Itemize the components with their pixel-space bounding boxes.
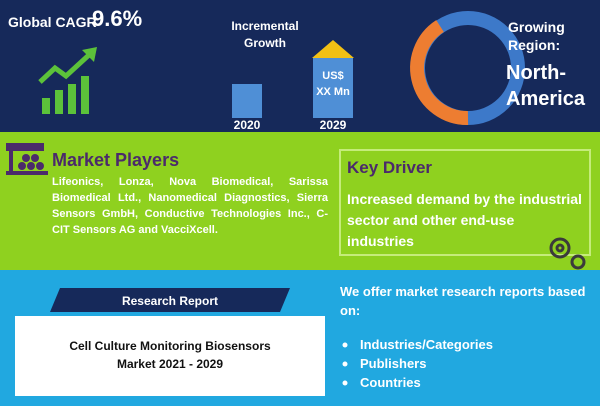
cagr-value: 9.6%: [92, 6, 143, 31]
report-title: Cell Culture Monitoring Biosensors Market…: [15, 337, 325, 373]
text-line: Growth: [244, 36, 286, 50]
region: North- America: [506, 60, 585, 112]
offer-item: Industries/Categories: [360, 337, 493, 352]
growth-value: US$ XX Mn: [313, 68, 353, 100]
report-box: [15, 316, 325, 396]
text-line: Cell Culture Monitoring Biosensors: [69, 339, 271, 353]
text-line: XX Mn: [316, 86, 350, 98]
text-line: Growing: [508, 19, 565, 35]
report-banner-text: Research Report: [121, 294, 219, 308]
arrow-head: [312, 40, 354, 58]
text-line: Market 2021 - 2029: [116, 357, 224, 371]
market-players-title: Market Players: [52, 150, 180, 170]
market-players-text: Lifeonics, Lonza, Nova Biomedical, Saris…: [52, 176, 328, 236]
bullets: [342, 342, 348, 386]
year: 2020: [233, 118, 261, 132]
offer-intro: We offer market research reports based o…: [340, 284, 586, 318]
region-label: Growing Region:: [508, 18, 565, 54]
cagr-label: Global CAGR: [8, 14, 97, 30]
growth-title: Incremental Growth: [210, 18, 320, 52]
bar-2029: [313, 58, 353, 118]
key-driver-box: [339, 149, 591, 256]
gear-icon: [549, 237, 586, 270]
report-banner: [50, 288, 290, 312]
key-driver-title: Key Driver: [347, 158, 433, 177]
offer-item: Countries: [360, 375, 421, 390]
text-line: North-: [506, 62, 566, 84]
market-icon: [6, 143, 48, 175]
text-line: America: [506, 88, 585, 110]
growth-icon: [38, 47, 97, 114]
key-driver-text: Increased demand by the industrial secto…: [347, 191, 582, 249]
bar-2020: [232, 84, 262, 118]
offer-item: Publishers: [360, 356, 427, 371]
text-line: Incremental: [231, 19, 299, 33]
year: 2029: [319, 118, 347, 132]
green-band: [0, 132, 600, 270]
text-line: Region:: [508, 37, 561, 53]
donut-arc: [410, 20, 469, 126]
text-line: US$: [322, 70, 344, 82]
